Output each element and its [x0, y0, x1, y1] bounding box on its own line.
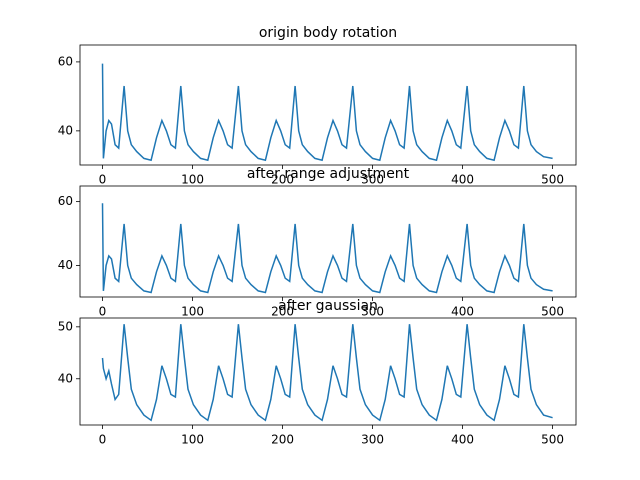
y-tick-label: 40 — [58, 123, 73, 137]
x-tick-label: 200 — [271, 173, 294, 187]
x-tick-label: 100 — [181, 433, 204, 447]
data-line — [101, 324, 553, 422]
y-tick-label: 50 — [58, 319, 73, 333]
x-tick-label: 300 — [361, 173, 384, 187]
y-tick-label: 40 — [58, 258, 73, 272]
x-tick-label: 100 — [181, 305, 204, 319]
axes-frame — [79, 317, 577, 426]
axes-frame — [79, 185, 577, 298]
y-tick-label: 60 — [58, 54, 73, 68]
x-tick-label: 300 — [361, 305, 384, 319]
x-tick-label: 100 — [181, 173, 204, 187]
x-tick-label: 500 — [541, 305, 564, 319]
x-tick-label: 0 — [99, 173, 107, 187]
data-line — [101, 203, 553, 294]
data-line — [101, 63, 553, 162]
axes-frame — [79, 44, 577, 166]
subplot-title: after range adjustment — [247, 166, 410, 182]
y-tick-label: 60 — [58, 194, 73, 208]
x-tick-label: 300 — [361, 433, 384, 447]
x-tick-label: 500 — [541, 173, 564, 187]
x-tick-label: 400 — [451, 173, 474, 187]
y-tick-label: 40 — [58, 371, 73, 385]
subplot-title: origin body rotation — [259, 25, 397, 41]
x-tick-label: 200 — [271, 433, 294, 447]
x-tick-label: 400 — [451, 305, 474, 319]
x-tick-label: 400 — [451, 433, 474, 447]
x-tick-label: 0 — [99, 305, 107, 319]
x-tick-label: 0 — [99, 433, 107, 447]
subplot-title: after gaussian — [278, 298, 378, 314]
x-tick-label: 500 — [541, 433, 564, 447]
x-tick-label: 200 — [271, 305, 294, 319]
